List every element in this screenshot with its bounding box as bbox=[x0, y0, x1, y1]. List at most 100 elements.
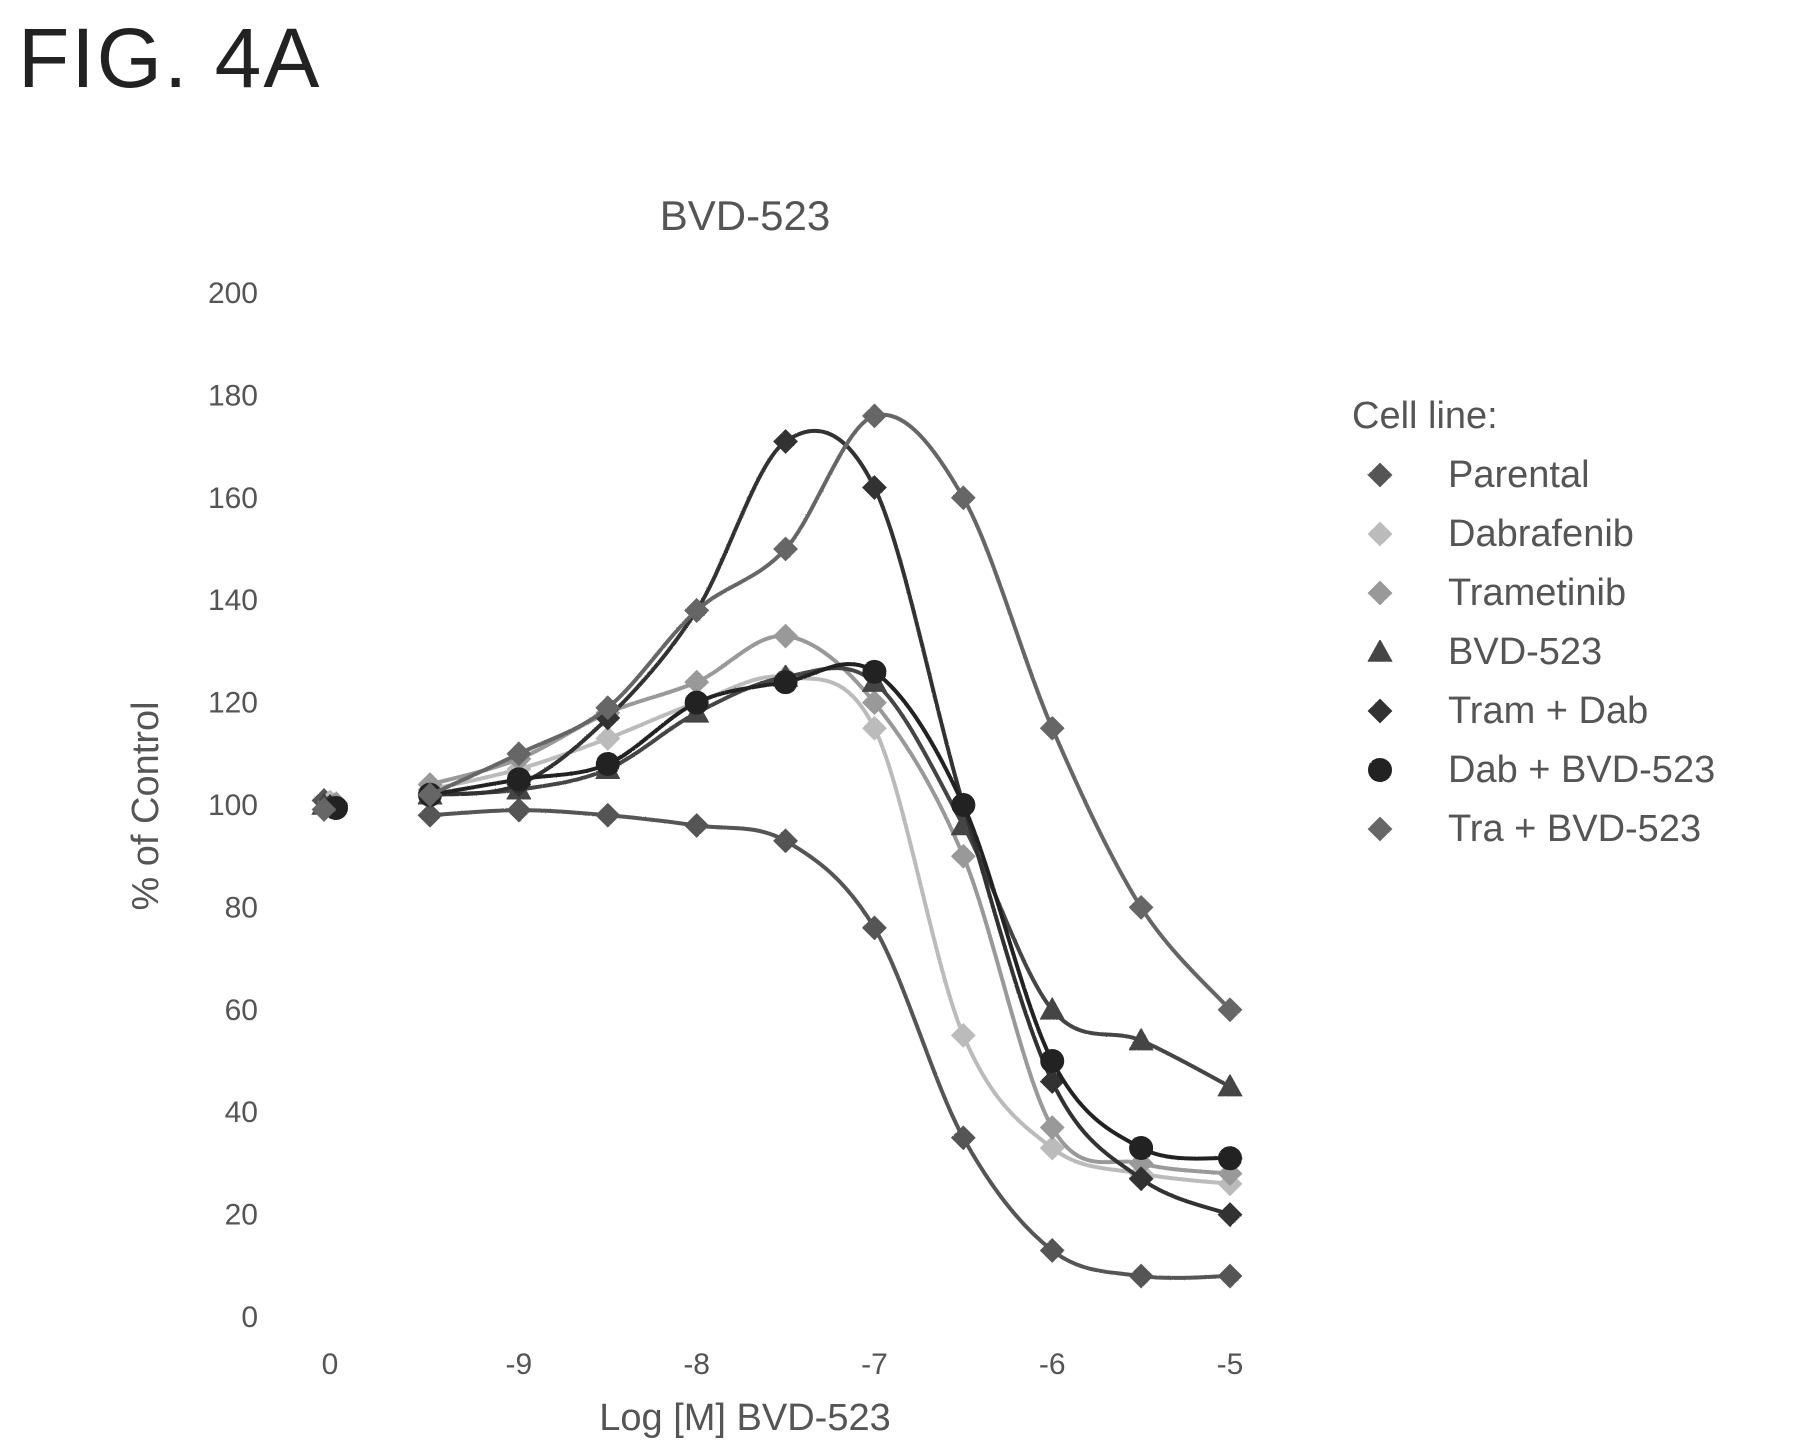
series-line bbox=[429, 666, 1231, 1089]
data-point bbox=[595, 802, 621, 828]
series-parental bbox=[311, 788, 1243, 1289]
y-tick-label: 80 bbox=[225, 891, 258, 924]
x-tick-label: -6 bbox=[1039, 1348, 1066, 1381]
control-data-point bbox=[311, 797, 337, 822]
series-dab-bvd-523 bbox=[324, 659, 1242, 1171]
data-point bbox=[862, 915, 887, 941]
data-point bbox=[417, 802, 443, 828]
y-tick-label: 60 bbox=[225, 994, 258, 1027]
data-point bbox=[951, 793, 976, 817]
legend-item: Dab + BVD-523 bbox=[1352, 749, 1715, 791]
series-bvd-523 bbox=[311, 663, 1243, 1097]
figure-label: FIG. 4A bbox=[18, 11, 322, 105]
data-point bbox=[1218, 1146, 1242, 1171]
legend-item: Trametinib bbox=[1352, 572, 1626, 614]
data-point bbox=[773, 536, 798, 562]
series-trametinib bbox=[323, 623, 1243, 1187]
data-point bbox=[1039, 1238, 1065, 1263]
y-tick-label: 160 bbox=[208, 482, 258, 515]
chart-title: BVD-523 bbox=[660, 192, 830, 239]
data-point bbox=[1039, 715, 1065, 741]
y-tick-label: 20 bbox=[225, 1199, 258, 1232]
data-point bbox=[417, 782, 443, 808]
legend-swatch-marker bbox=[1367, 816, 1393, 842]
data-point bbox=[1217, 1073, 1243, 1097]
data-point bbox=[950, 1022, 976, 1048]
legend-item: Tram + Dab bbox=[1352, 690, 1648, 732]
data-point bbox=[684, 813, 710, 838]
data-point bbox=[684, 690, 709, 715]
legend-swatch-marker bbox=[1367, 521, 1393, 547]
legend-item: Parental bbox=[1352, 454, 1590, 496]
series-line bbox=[429, 428, 1231, 1217]
series-layer bbox=[311, 403, 1243, 1289]
series-line bbox=[429, 808, 1231, 1280]
legend-label: Tram + Dab bbox=[1448, 690, 1648, 732]
legend-swatch-marker bbox=[1368, 758, 1392, 782]
data-point bbox=[506, 797, 532, 823]
data-point bbox=[595, 695, 621, 721]
legend-item: Dabrafenib bbox=[1352, 513, 1634, 555]
series-dabrafenib bbox=[317, 664, 1243, 1197]
y-axis-label: % of Control bbox=[125, 701, 167, 910]
data-point bbox=[1128, 1166, 1154, 1192]
data-point bbox=[950, 485, 976, 511]
data-point bbox=[773, 429, 798, 454]
legend-item: BVD-523 bbox=[1352, 631, 1602, 673]
series-tra-bvd-523 bbox=[311, 403, 1243, 1023]
data-point bbox=[862, 690, 887, 716]
data-point bbox=[1129, 1136, 1154, 1161]
x-tick-label: -8 bbox=[683, 1348, 710, 1381]
series-line bbox=[429, 634, 1231, 1176]
data-point bbox=[773, 670, 798, 695]
x-axis-label: Log [M] BVD-523 bbox=[599, 1397, 890, 1439]
data-point bbox=[1039, 996, 1065, 1020]
legend-label: Trametinib bbox=[1448, 572, 1626, 614]
legend-swatch-marker bbox=[1367, 638, 1393, 662]
legend-label: Tra + BVD-523 bbox=[1448, 808, 1701, 850]
y-tick-label: 200 bbox=[208, 277, 258, 310]
data-point bbox=[862, 475, 887, 500]
legend-item: Tra + BVD-523 bbox=[1352, 808, 1701, 850]
y-tick-label: 180 bbox=[208, 379, 258, 412]
data-point bbox=[684, 669, 710, 695]
axis-ticks: 0 20 40 60 80 100 120 140 160 180 200 0 -9 -8 -7 -6 -5 bbox=[208, 277, 1243, 1381]
axes bbox=[272, 293, 1230, 1331]
data-point bbox=[773, 828, 798, 854]
x-tick-label: -7 bbox=[861, 1348, 888, 1381]
data-point bbox=[506, 741, 532, 767]
x-tick-label: -9 bbox=[506, 1348, 533, 1381]
legend-label: BVD-523 bbox=[1448, 631, 1602, 673]
y-tick-label: 140 bbox=[208, 584, 258, 617]
legend-swatch-marker bbox=[1367, 580, 1393, 606]
data-point bbox=[862, 659, 887, 684]
y-tick-label: 100 bbox=[208, 789, 258, 822]
data-point bbox=[1039, 1115, 1065, 1140]
data-point bbox=[862, 715, 887, 741]
legend-label: Dab + BVD-523 bbox=[1448, 749, 1715, 791]
legend-label: Dabrafenib bbox=[1448, 513, 1634, 555]
data-point bbox=[1039, 1135, 1065, 1161]
legend: Cell line: Parental Dabrafenib Trametinib B… bbox=[1352, 395, 1715, 850]
x-tick-label: -5 bbox=[1217, 1348, 1244, 1381]
data-point bbox=[773, 623, 798, 649]
legend-swatch-marker bbox=[1367, 462, 1393, 488]
y-tick-label: 40 bbox=[225, 1096, 258, 1129]
y-tick-label: 120 bbox=[208, 687, 258, 720]
legend-title: Cell line: bbox=[1352, 395, 1498, 437]
data-point bbox=[1128, 894, 1154, 920]
x-tick-label: 0 bbox=[322, 1348, 339, 1381]
legend-swatch-marker bbox=[1367, 698, 1393, 724]
data-point bbox=[862, 403, 887, 429]
data-point bbox=[1217, 997, 1243, 1023]
y-tick-label: 0 bbox=[241, 1301, 258, 1334]
data-point bbox=[1217, 1202, 1243, 1228]
legend-label: Parental bbox=[1448, 454, 1590, 496]
series-line bbox=[429, 674, 1231, 1186]
data-point bbox=[1040, 1049, 1065, 1073]
data-point bbox=[1217, 1263, 1243, 1289]
data-point bbox=[506, 767, 531, 792]
data-point bbox=[1128, 1027, 1154, 1051]
data-point bbox=[595, 752, 620, 777]
